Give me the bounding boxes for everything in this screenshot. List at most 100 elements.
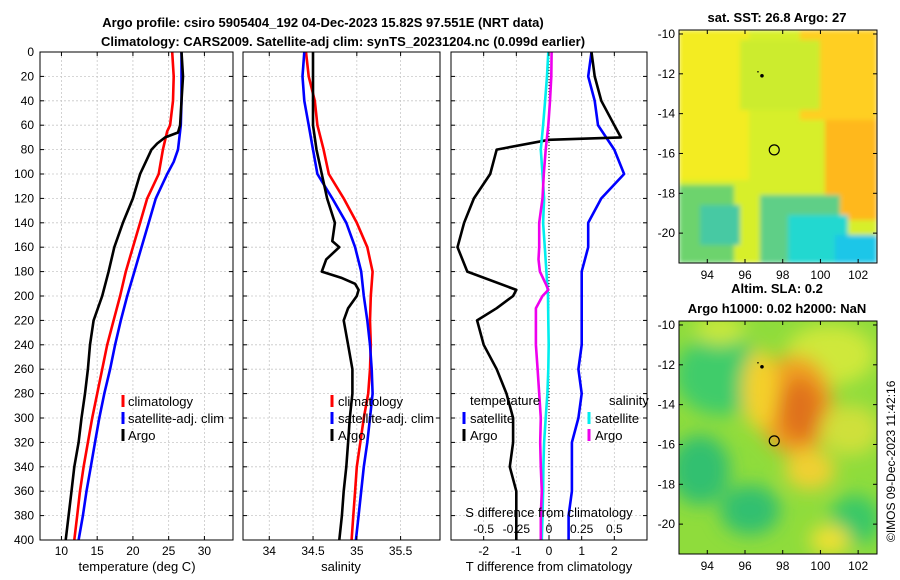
map-x-tick-label: 102 (848, 268, 868, 282)
temperature-legend: climatology satellite-adj. clim Argo (121, 394, 224, 443)
map-y-tick-label: -12 (658, 67, 676, 81)
series-line-argo (311, 52, 360, 541)
legend-temperature-argo-label: Argo (470, 428, 497, 443)
x-tick-label: 10 (55, 544, 69, 558)
legend-salinity-argo-label: Argo (595, 428, 622, 443)
previous-position-trail-marker (757, 71, 759, 73)
map-x-tick-label: 94 (701, 559, 715, 573)
legend-salinity-satellite-label: satellite (595, 411, 639, 426)
map-y-tick-label: -20 (658, 226, 676, 240)
map-x-tick-label: 102 (848, 559, 868, 573)
previous-position-marker (760, 74, 764, 78)
figure-title-line-1: Argo profile: csiro 5905404_192 04-Dec-2… (102, 15, 544, 30)
sla-map-panel: Altim. SLA: 0.2 Argo h1000: 0.02 h2000: … (658, 281, 878, 573)
temperature-x-axis-label: temperature (deg C) (78, 559, 195, 574)
salinity-legend-climatology-label: climatology (338, 394, 404, 409)
x-tick-label: 1 (578, 544, 585, 558)
x-tick-label: 2 (611, 544, 618, 558)
sla-eddy-ring (742, 350, 778, 430)
sst-cool-patch-southeast (835, 235, 877, 263)
sla-low-southwest (679, 435, 730, 505)
salinity-panel: 34 34.5 35 35.5 salinity climatology satell… (242, 51, 441, 574)
sst-warm-patch-west (679, 30, 749, 180)
sla-rise-southeast (810, 525, 850, 554)
temperature-ticks: 10 15 20 25 30 (40, 51, 233, 558)
salinity-legend-satellite-label: satellite-adj. clim (338, 411, 434, 426)
sla-rise-north (695, 321, 745, 345)
sla-low-south (720, 485, 780, 535)
map-x-tick-label: 96 (738, 559, 752, 573)
x-tick-label: 34.5 (301, 544, 325, 558)
sla-eddy-core (778, 378, 822, 442)
salinity-series (301, 51, 374, 541)
salinity-grid (243, 51, 440, 541)
series-line-salinity-satellite (539, 51, 551, 541)
sla-map-frame (678, 320, 878, 555)
x-tick-label: 35.5 (389, 544, 413, 558)
difference-legend: temperature satellite Argo salinity sate… (462, 393, 649, 443)
depth-tick-label: 200 (14, 289, 34, 303)
map-y-tick-label: -12 (658, 358, 676, 372)
difference-panel: -2 -1 0 1 2 -0.5 -0.25 0 0.25 0.5 T difference fr… (450, 51, 649, 574)
argo-float-position-marker (768, 435, 780, 447)
series-line-satellite-adj-clim (301, 51, 374, 541)
sst-cool-patch-west (700, 205, 740, 245)
depth-tick-label: 240 (14, 338, 34, 352)
s-difference-x-axis-label: S difference from climatology (465, 505, 633, 520)
series-line-temperature-satellite (567, 51, 626, 540)
map-x-tick-label: 98 (776, 559, 790, 573)
map-x-tick-label: 100 (810, 559, 830, 573)
series-line-climatology (73, 51, 175, 541)
depth-tick-label: 0 (27, 45, 34, 59)
salinity-legend: climatology satellite-adj. clim Argo (330, 394, 434, 443)
temperature-series (64, 51, 185, 541)
depth-tick-label: 300 (14, 411, 34, 425)
sst-map-ticks: 94 96 98 100 102 -10 -12 -14 -16 -18 -20 (658, 27, 877, 282)
depth-tick-label: 260 (14, 362, 34, 376)
salinity-legend-argo-label: Argo (338, 428, 365, 443)
previous-position-marker (760, 365, 764, 369)
series-line-salinity-argo (534, 51, 553, 540)
map-x-tick-label: 100 (810, 268, 830, 282)
depth-tick-labels: 0 20 40 60 80 100 120 140 160 180 200 220 240 260 280 3… (14, 45, 34, 547)
s-difference-tick-label: -0.25 (503, 522, 531, 536)
sla-map-markers (757, 362, 780, 447)
map-y-tick-label: -16 (658, 437, 676, 451)
depth-tick-label: 120 (14, 191, 34, 205)
depth-tick-label: 380 (14, 509, 34, 523)
map-x-tick-label: 96 (738, 268, 752, 282)
map-y-tick-label: -14 (658, 398, 676, 412)
salinity-x-axis-label: salinity (321, 559, 361, 574)
map-y-tick-label: -10 (658, 318, 676, 332)
salinity-ticks: 34 34.5 35 35.5 (243, 51, 440, 558)
x-tick-label: 35 (350, 544, 364, 558)
series-line-satellite-adj-clim (77, 52, 183, 541)
sla-rise-south (785, 450, 835, 490)
depth-tick-label: 140 (14, 216, 34, 230)
legend-temperature-title: temperature (470, 393, 540, 408)
sla-map-ticks: 94 96 98 100 102 -10 -12 -14 -16 -18 -20 (658, 318, 877, 573)
t-difference-x-axis-label: T difference from climatology (466, 559, 633, 574)
sst-map-title: sat. SST: 26.8 Argo: 27 (708, 10, 847, 25)
x-tick-label: 25 (162, 544, 176, 558)
temperature-grid (40, 51, 233, 541)
difference-ticks: -2 -1 0 1 2 -0.5 -0.25 0 0.25 0.5 (451, 51, 647, 558)
depth-tick-label: 20 (21, 69, 35, 83)
x-tick-label: 20 (126, 544, 140, 558)
series-line-argo (64, 51, 185, 541)
difference-series (456, 51, 626, 541)
figure-title-line-2: Climatology: CARS2009. Satellite-adj cli… (101, 34, 585, 49)
s-difference-tick-label: 0.5 (606, 522, 623, 536)
sla-map-field (679, 321, 877, 554)
previous-position-trail-marker (757, 362, 759, 364)
sst-map-markers (757, 71, 780, 156)
depth-tick-label: 280 (14, 387, 34, 401)
depth-tick-label: 400 (14, 533, 34, 547)
legend-salinity-title: salinity (609, 393, 649, 408)
depth-tick-label: 160 (14, 240, 34, 254)
sla-rise-east (820, 405, 877, 455)
map-x-tick-label: 98 (776, 268, 790, 282)
depth-tick-label: 40 (21, 94, 35, 108)
map-y-tick-label: -20 (658, 517, 676, 531)
